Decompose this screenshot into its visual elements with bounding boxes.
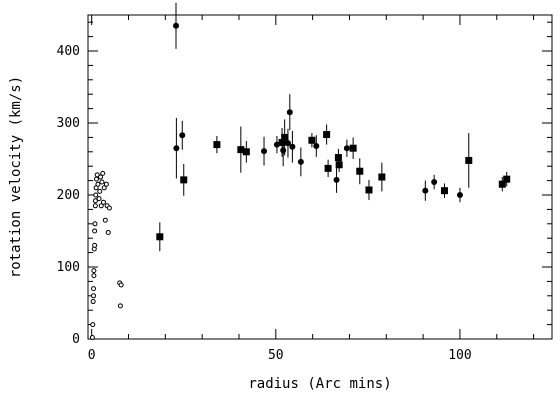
filled-square-point bbox=[498, 180, 506, 188]
open-circle-point bbox=[91, 286, 97, 292]
open-circle-point bbox=[98, 203, 104, 209]
filled-circle-point bbox=[343, 145, 350, 152]
filled-square-point bbox=[378, 173, 386, 181]
open-circle-point bbox=[106, 205, 112, 211]
y-tick-label: 400 bbox=[57, 44, 80, 59]
filled-square-point bbox=[281, 133, 289, 141]
open-circle-point bbox=[92, 203, 98, 209]
open-circle-point bbox=[93, 176, 99, 182]
y-tick-label: 100 bbox=[57, 260, 80, 275]
open-circle-point bbox=[89, 335, 95, 341]
x-axis-ticks: 0 50 100 bbox=[88, 15, 535, 363]
open-circle-point bbox=[92, 228, 98, 234]
filled-circle-point bbox=[286, 109, 293, 116]
filled-circle-point bbox=[173, 22, 180, 29]
filled-square-point bbox=[365, 186, 373, 194]
open-circle-point bbox=[92, 242, 98, 248]
filled-circle-point bbox=[261, 148, 268, 155]
filled-circle-point bbox=[422, 187, 429, 194]
data-points bbox=[89, 2, 511, 341]
y-axis-ticks: 0 100 200 300 400 bbox=[57, 21, 552, 347]
filled-circle-point bbox=[333, 176, 340, 183]
y-tick-label: 200 bbox=[57, 188, 80, 203]
open-circle-point bbox=[90, 299, 96, 305]
x-tick-label: 100 bbox=[448, 348, 471, 363]
open-circle-point bbox=[96, 196, 102, 202]
filled-square-point bbox=[503, 175, 511, 183]
x-axis-label: radius (Arc mins) bbox=[248, 376, 391, 392]
filled-circle-point bbox=[273, 141, 280, 148]
open-circle-point bbox=[97, 188, 103, 194]
open-circle-point bbox=[90, 322, 96, 328]
open-circle-point bbox=[102, 217, 108, 223]
open-circle-point bbox=[100, 199, 106, 205]
filled-circle-point bbox=[456, 192, 463, 198]
open-circle-point bbox=[92, 198, 98, 204]
open-circle-point bbox=[92, 221, 98, 227]
filled-circle-point bbox=[289, 143, 296, 150]
y-axis-label: rotation velocity (km/s) bbox=[8, 76, 24, 278]
filled-square-point bbox=[156, 233, 164, 241]
open-circle-point bbox=[98, 174, 104, 180]
x-tick-label: 50 bbox=[268, 348, 284, 363]
open-circle-point bbox=[99, 179, 105, 185]
filled-square-point bbox=[242, 148, 250, 156]
open-circle-point bbox=[91, 268, 97, 274]
open-circle-point bbox=[100, 170, 106, 176]
open-circle-point bbox=[95, 181, 101, 187]
filled-circle-point bbox=[313, 143, 320, 150]
filled-square-point bbox=[335, 161, 343, 169]
filled-square-point bbox=[323, 131, 331, 139]
filled-square-point bbox=[308, 136, 316, 144]
open-circle-point bbox=[93, 192, 99, 198]
filled-square-point bbox=[213, 141, 221, 149]
filled-square-point bbox=[440, 187, 448, 195]
filled-circle-point bbox=[173, 145, 180, 152]
x-tick-label: 0 bbox=[88, 348, 96, 363]
filled-circle-point bbox=[297, 158, 304, 165]
filled-square-point bbox=[278, 138, 286, 146]
open-circle-point bbox=[101, 185, 107, 191]
open-circle-point bbox=[103, 181, 109, 187]
open-circle-point bbox=[117, 303, 123, 309]
filled-square-point bbox=[356, 167, 364, 175]
filled-circle-point bbox=[280, 147, 287, 154]
filled-square-point bbox=[465, 156, 473, 164]
filled-square-point bbox=[334, 154, 342, 162]
filled-square-point bbox=[349, 144, 357, 152]
open-circle-point bbox=[105, 229, 111, 235]
open-circle-point bbox=[118, 282, 124, 288]
open-circle-point bbox=[94, 172, 100, 178]
open-circle-point bbox=[91, 273, 97, 279]
filled-square-point bbox=[324, 164, 332, 172]
filled-circle-point bbox=[431, 179, 438, 186]
filled-square-point bbox=[180, 176, 188, 184]
y-tick-label: 300 bbox=[57, 116, 80, 131]
open-circle-point bbox=[91, 293, 97, 299]
filled-circle-point bbox=[179, 132, 186, 139]
y-tick-label: 0 bbox=[72, 332, 80, 347]
plot-frame bbox=[87, 14, 553, 340]
filled-square-point bbox=[237, 146, 245, 154]
filled-circle-point bbox=[284, 140, 291, 147]
